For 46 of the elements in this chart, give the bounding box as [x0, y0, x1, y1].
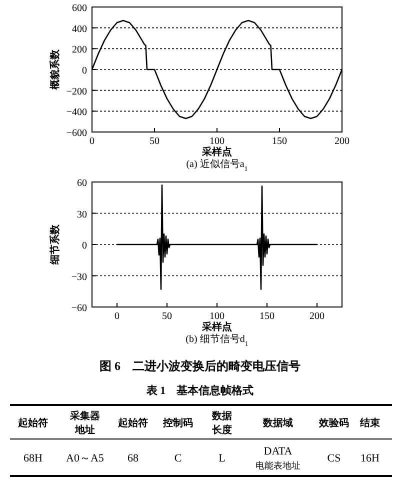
- text: 控制码: [162, 417, 193, 429]
- text: 68H: [24, 452, 43, 464]
- text: (a) 近似信号a$_{1}$: [186, 158, 248, 173]
- y-axis-title: 细节系数: [49, 224, 61, 266]
- text: 结束: [359, 417, 380, 429]
- x-axis-title: 采样点: [201, 321, 232, 333]
- y-tick-label: −400: [66, 107, 87, 118]
- y-tick-label: 60: [77, 178, 87, 189]
- y-tick-label: 30: [77, 209, 87, 220]
- x-axis-title: 采样点: [201, 146, 232, 158]
- y-tick-label: −200: [66, 86, 87, 98]
- y-axis-title: 概貌系数: [49, 48, 61, 90]
- text: 起始符: [17, 417, 48, 429]
- x-tick-label: 50: [150, 136, 160, 147]
- text: 表 1 基本信息帧格式: [145, 384, 254, 397]
- text: C: [174, 452, 182, 464]
- x-tick-label: 0: [90, 136, 94, 147]
- caption: 图 6 二进小波变换后的畸变电压信号: [100, 359, 300, 373]
- x-tick-label: 100: [210, 311, 224, 322]
- text: A0～A5: [66, 452, 104, 464]
- y-tick-label: 600: [72, 3, 87, 14]
- text: DATA 电能表地址: [256, 446, 300, 470]
- y-tick-label: −60: [71, 303, 87, 314]
- y-tick-label: 0: [82, 240, 87, 252]
- x-tick-label: 0: [114, 311, 120, 322]
- y-tick-label: 400: [72, 24, 87, 35]
- text: 采集器地址: [69, 410, 100, 436]
- x-tick-label: 150: [260, 311, 274, 322]
- text: (b) 细节信号d$_{1}$: [186, 333, 249, 348]
- x-tick-label: 150: [272, 136, 287, 147]
- text: 16H: [360, 452, 380, 464]
- y-tick-label: −600: [66, 128, 87, 139]
- y-tick-label: −30: [71, 272, 87, 283]
- x-tick-label: 100: [210, 136, 224, 147]
- x-tick-label: 200: [334, 136, 350, 147]
- x-tick-label: 200: [310, 311, 324, 322]
- text: 数据长度: [211, 410, 232, 436]
- text: 起始符: [117, 417, 148, 429]
- text: CS: [327, 452, 341, 464]
- x-tick-label: 50: [162, 311, 172, 322]
- text: 68: [128, 452, 139, 464]
- y-tick-label: 200: [72, 44, 87, 56]
- text: L: [218, 452, 226, 464]
- y-tick-label: 0: [82, 66, 87, 76]
- text: 效验码: [318, 417, 349, 429]
- text: 数据域: [262, 417, 293, 429]
